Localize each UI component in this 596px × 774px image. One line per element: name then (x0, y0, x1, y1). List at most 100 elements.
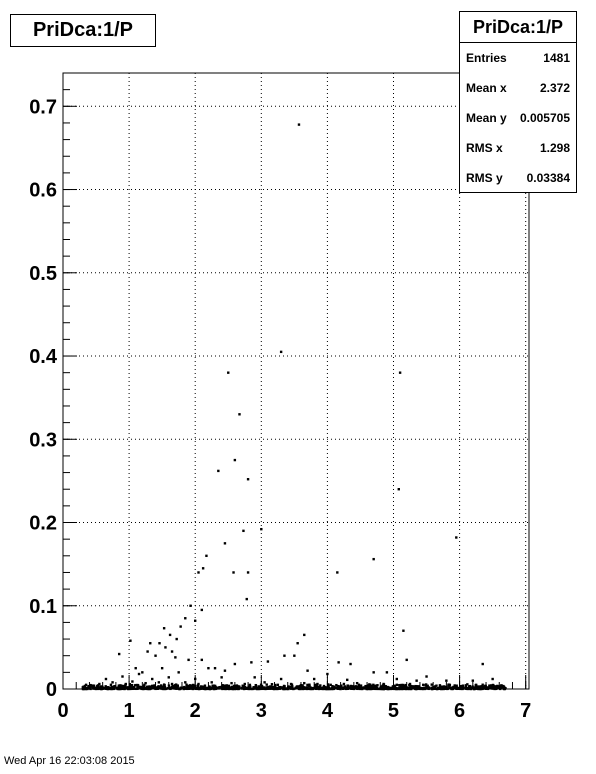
scatter-point (130, 686, 133, 689)
scatter-point (130, 683, 134, 687)
scatter-point (121, 684, 124, 688)
scatter-point (418, 686, 422, 690)
scatter-point (432, 687, 435, 690)
scatter-point (498, 687, 502, 691)
scatter-point (405, 658, 408, 662)
scatter-point (467, 687, 470, 691)
scatter-point (148, 685, 151, 688)
stats-value: 0.005705 (519, 111, 570, 125)
scatter-point (235, 684, 239, 687)
scatter-point (322, 687, 325, 691)
scatter-point (256, 687, 259, 691)
scatter-point (210, 681, 213, 684)
scatter-point (351, 687, 354, 690)
scatter-point (312, 677, 316, 681)
scatter-point (213, 666, 217, 670)
scatter-point (313, 687, 316, 690)
scatter-point (349, 684, 353, 688)
scatter-point (499, 686, 503, 689)
scatter-point (355, 681, 359, 685)
scatter-point (149, 687, 152, 690)
scatter-point (396, 687, 400, 690)
scatter-point (395, 683, 399, 687)
scatter-point (327, 685, 330, 688)
scatter-point (466, 683, 469, 686)
scatter-point (477, 685, 481, 688)
y-tick-label: 0 (46, 679, 57, 701)
scatter-point (115, 687, 119, 690)
scatter-point (184, 681, 187, 684)
stats-row-mean-x: Mean x 2.372 (460, 73, 576, 103)
scatter-point (196, 687, 199, 691)
scatter-point (187, 658, 190, 662)
scatter-point (135, 687, 139, 690)
scatter-point (278, 686, 281, 689)
scatter-point (309, 687, 313, 690)
scatter-point (233, 685, 236, 688)
grid-lines (63, 73, 529, 689)
scatter-point (442, 687, 445, 691)
scatter-point (306, 669, 309, 672)
scatter-point (502, 687, 506, 691)
scatter-point (89, 686, 92, 690)
scatter-point (225, 687, 229, 691)
scatter-point (365, 686, 368, 689)
scatter-point (117, 652, 121, 656)
scatter-point (496, 684, 499, 688)
scatter-point (349, 662, 352, 666)
scatter-point (357, 683, 361, 686)
scatter-point (100, 685, 103, 689)
scatter-point (104, 677, 108, 681)
scatter-point (459, 686, 463, 689)
scatter-point (343, 685, 346, 688)
y-tick-label: 0.4 (29, 346, 58, 368)
scatter-point (438, 686, 441, 689)
scatter-point (110, 686, 114, 690)
scatter-point (375, 687, 379, 691)
scatter-point (300, 684, 303, 687)
scatter-point (293, 654, 296, 657)
scatter-point (443, 686, 447, 689)
scatter-point (346, 686, 349, 689)
scatter-point (246, 478, 250, 481)
x-tick-label: 1 (124, 700, 135, 722)
scatter-point (240, 687, 244, 690)
scatter-point (158, 642, 161, 645)
scatter-point (90, 684, 93, 688)
scatter-point (170, 650, 174, 653)
scatter-point (151, 686, 155, 689)
scatter-point (238, 413, 241, 416)
scatter-point (196, 685, 200, 688)
scatter-point (502, 684, 505, 688)
scatter-point (417, 685, 420, 688)
scatter-point (490, 686, 493, 690)
scatter-point (223, 687, 226, 690)
scatter-point (259, 683, 263, 686)
y-tick-label: 0.7 (29, 96, 57, 118)
scatter-point (176, 684, 179, 688)
scatter-point (337, 661, 340, 664)
scatter-point (455, 687, 459, 691)
scatter-point (237, 687, 240, 691)
scatter-point (193, 677, 197, 681)
scatter-point (161, 687, 165, 691)
scatter-point (250, 661, 253, 664)
stats-box: PriDca:1/P Entries 1481 Mean x 2.372 Mea… (459, 11, 577, 193)
scatter-point (252, 686, 255, 689)
scatter-point (480, 685, 483, 688)
scatter-point (308, 685, 311, 688)
scatter-point (412, 686, 416, 690)
scatter-point (376, 684, 379, 687)
scatter-point (137, 686, 141, 689)
scatter-point (159, 685, 162, 689)
scatter-point (280, 686, 283, 689)
scatter-point (315, 684, 318, 687)
scatter-point (169, 687, 172, 690)
scatter-point (222, 684, 226, 688)
scatter-point (204, 687, 208, 690)
scatter-point (117, 684, 121, 687)
scatter-point (83, 684, 87, 688)
scatter-point (439, 687, 443, 690)
scatter-point (314, 683, 317, 687)
